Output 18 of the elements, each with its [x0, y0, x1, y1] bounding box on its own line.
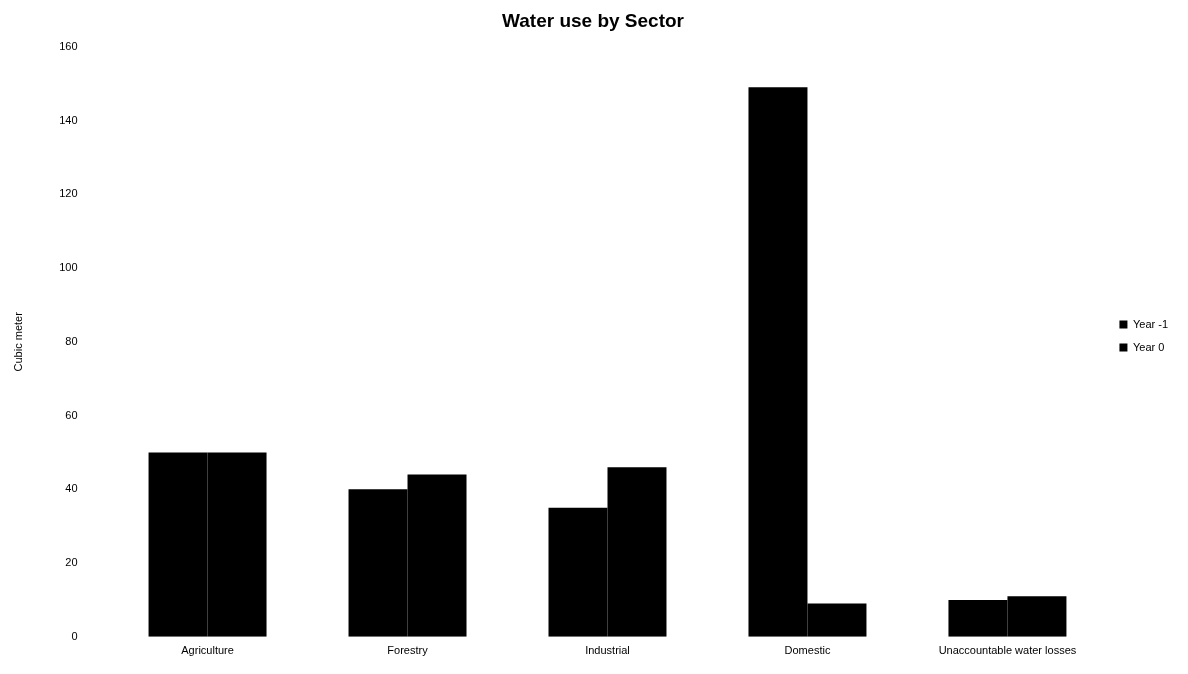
x-tick-label: Industrial [585, 644, 630, 657]
y-tick-label: 80 [65, 334, 78, 347]
x-tick-label: Agriculture [181, 644, 234, 657]
y-tick-label: 20 [65, 556, 78, 569]
y-axis-title: Cubic meter [11, 311, 24, 372]
legend-label: Year -1 [1132, 317, 1168, 330]
x-tick-label: Unaccountable water losses [938, 644, 1077, 657]
y-tick-label: 160 [59, 39, 78, 52]
x-tick-label: Domestic [784, 644, 831, 657]
y-tick-label: 0 [71, 629, 78, 642]
y-tick-label: 100 [59, 261, 78, 274]
y-tick-label: 120 [59, 187, 78, 200]
legend-label: Year 0 [1132, 340, 1165, 353]
y-tick-label: 40 [65, 482, 78, 495]
y-tick-label: 140 [59, 113, 78, 126]
chart-title: Water use by Sector [502, 9, 685, 31]
y-tick-label: 60 [65, 408, 78, 421]
x-tick-label: Forestry [387, 644, 429, 657]
